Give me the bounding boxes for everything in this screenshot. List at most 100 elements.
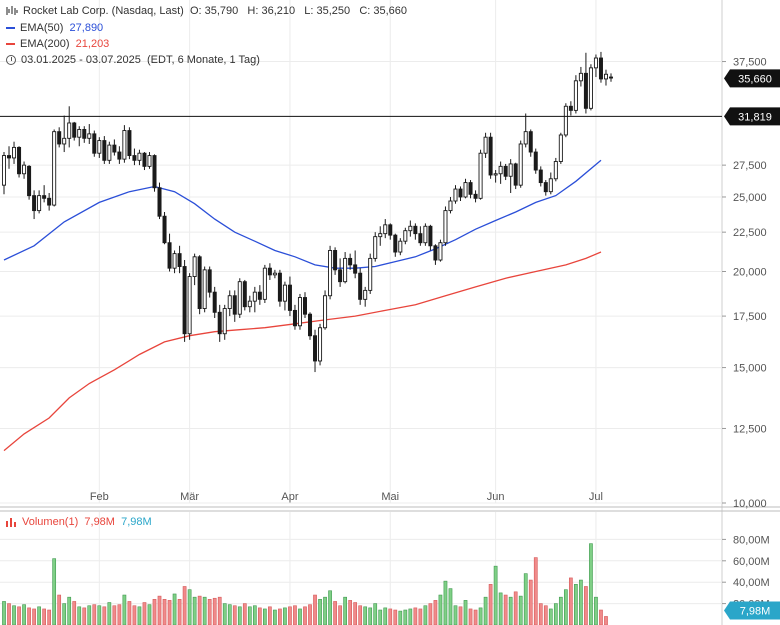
candle-body-down — [102, 140, 107, 161]
volume-bar — [543, 605, 548, 625]
candle — [493, 170, 498, 183]
price-tick-label: 27,500 — [733, 160, 767, 172]
volume-bar — [7, 603, 11, 625]
volume-bar — [278, 608, 282, 625]
candle-body-down — [598, 57, 603, 80]
candle-body-down — [418, 233, 423, 244]
candle — [137, 149, 142, 166]
volume-bar — [303, 606, 307, 625]
volume-bar — [202, 596, 207, 625]
candle — [463, 178, 468, 199]
candle — [112, 139, 117, 156]
candle — [302, 292, 307, 319]
support-level-badge-shape — [724, 107, 780, 126]
candle-body-down — [313, 335, 318, 362]
candle — [583, 52, 588, 114]
candle — [503, 163, 508, 181]
volume-bar — [293, 605, 297, 625]
candle — [393, 233, 398, 257]
volume-bar — [558, 596, 563, 625]
volume-bar — [378, 609, 383, 625]
candle — [152, 154, 157, 192]
candle-body-down — [142, 152, 147, 167]
price-tick-label: 12,500 — [733, 423, 767, 435]
volume-bar — [273, 609, 277, 625]
candle-body-up — [172, 253, 177, 269]
candle-body-down — [338, 269, 343, 283]
volume-bar — [478, 607, 483, 625]
candle — [338, 258, 343, 287]
candle — [518, 140, 523, 188]
candle-body-up — [518, 143, 523, 186]
volume-bar — [112, 605, 117, 625]
candle-body-down — [92, 133, 97, 154]
volume-bar — [122, 594, 127, 625]
candle — [368, 253, 373, 294]
candle-body-down — [132, 155, 137, 161]
volume-bar — [177, 599, 182, 625]
candle — [207, 266, 212, 298]
volume-bar — [42, 608, 46, 625]
candle — [57, 127, 62, 148]
volume-bar — [147, 604, 152, 625]
volume-bar — [22, 604, 26, 625]
price-tick-label: 25,000 — [733, 192, 767, 204]
volume-bar — [338, 605, 342, 625]
candle — [267, 263, 272, 280]
price-tick-label: 22,500 — [733, 227, 767, 239]
ema50-swatch — [6, 27, 15, 30]
candle — [563, 103, 568, 138]
time-tick-label: Apr — [281, 491, 298, 503]
candle — [177, 245, 182, 274]
volume-bar — [157, 595, 162, 625]
volume-bar — [298, 608, 302, 625]
candle — [408, 220, 413, 237]
volume-bar — [152, 599, 157, 625]
candle — [458, 186, 463, 202]
candle — [333, 247, 338, 275]
candle — [468, 180, 473, 199]
candle — [142, 152, 147, 171]
volume-bar — [348, 600, 352, 625]
volume-bar — [57, 594, 62, 625]
candle — [87, 124, 92, 144]
volume-bar — [12, 605, 16, 625]
candle-body-down — [528, 131, 533, 153]
volume-bar — [328, 590, 332, 625]
candle — [242, 279, 247, 311]
candle-body-up — [408, 225, 413, 232]
candle — [187, 273, 192, 340]
price-tick-label: 17,500 — [733, 311, 767, 323]
volume-bar — [563, 589, 568, 625]
volume-bar — [268, 606, 272, 625]
candle — [192, 253, 197, 286]
candle-body-up — [553, 161, 558, 180]
volume-bar — [503, 594, 508, 625]
volume-bar — [142, 602, 147, 625]
legend-ema200: EMA(200) 21,203 — [6, 38, 109, 50]
volume-bar — [318, 599, 322, 625]
candle — [37, 190, 42, 214]
last-volume-badge: 7,98M — [740, 605, 771, 617]
candle — [7, 146, 12, 169]
candle-body-down — [413, 225, 418, 235]
last-price-badge: 35,660 — [738, 73, 772, 85]
candle — [72, 121, 77, 141]
candle — [117, 146, 122, 164]
candle-body-up — [398, 240, 403, 253]
candle — [598, 51, 603, 83]
candle-body-up — [328, 250, 333, 297]
candle — [473, 190, 478, 203]
volume-bar — [17, 606, 21, 625]
volume-bar — [87, 605, 92, 625]
volume-bar — [353, 602, 358, 625]
clock-icon — [6, 55, 16, 66]
candle — [323, 290, 328, 330]
volume-bar — [599, 609, 603, 625]
volume-bar — [72, 601, 77, 625]
price-tick-label: 37,500 — [733, 57, 767, 69]
time-tick-label: Feb — [90, 491, 109, 503]
volume-bar — [217, 596, 222, 625]
